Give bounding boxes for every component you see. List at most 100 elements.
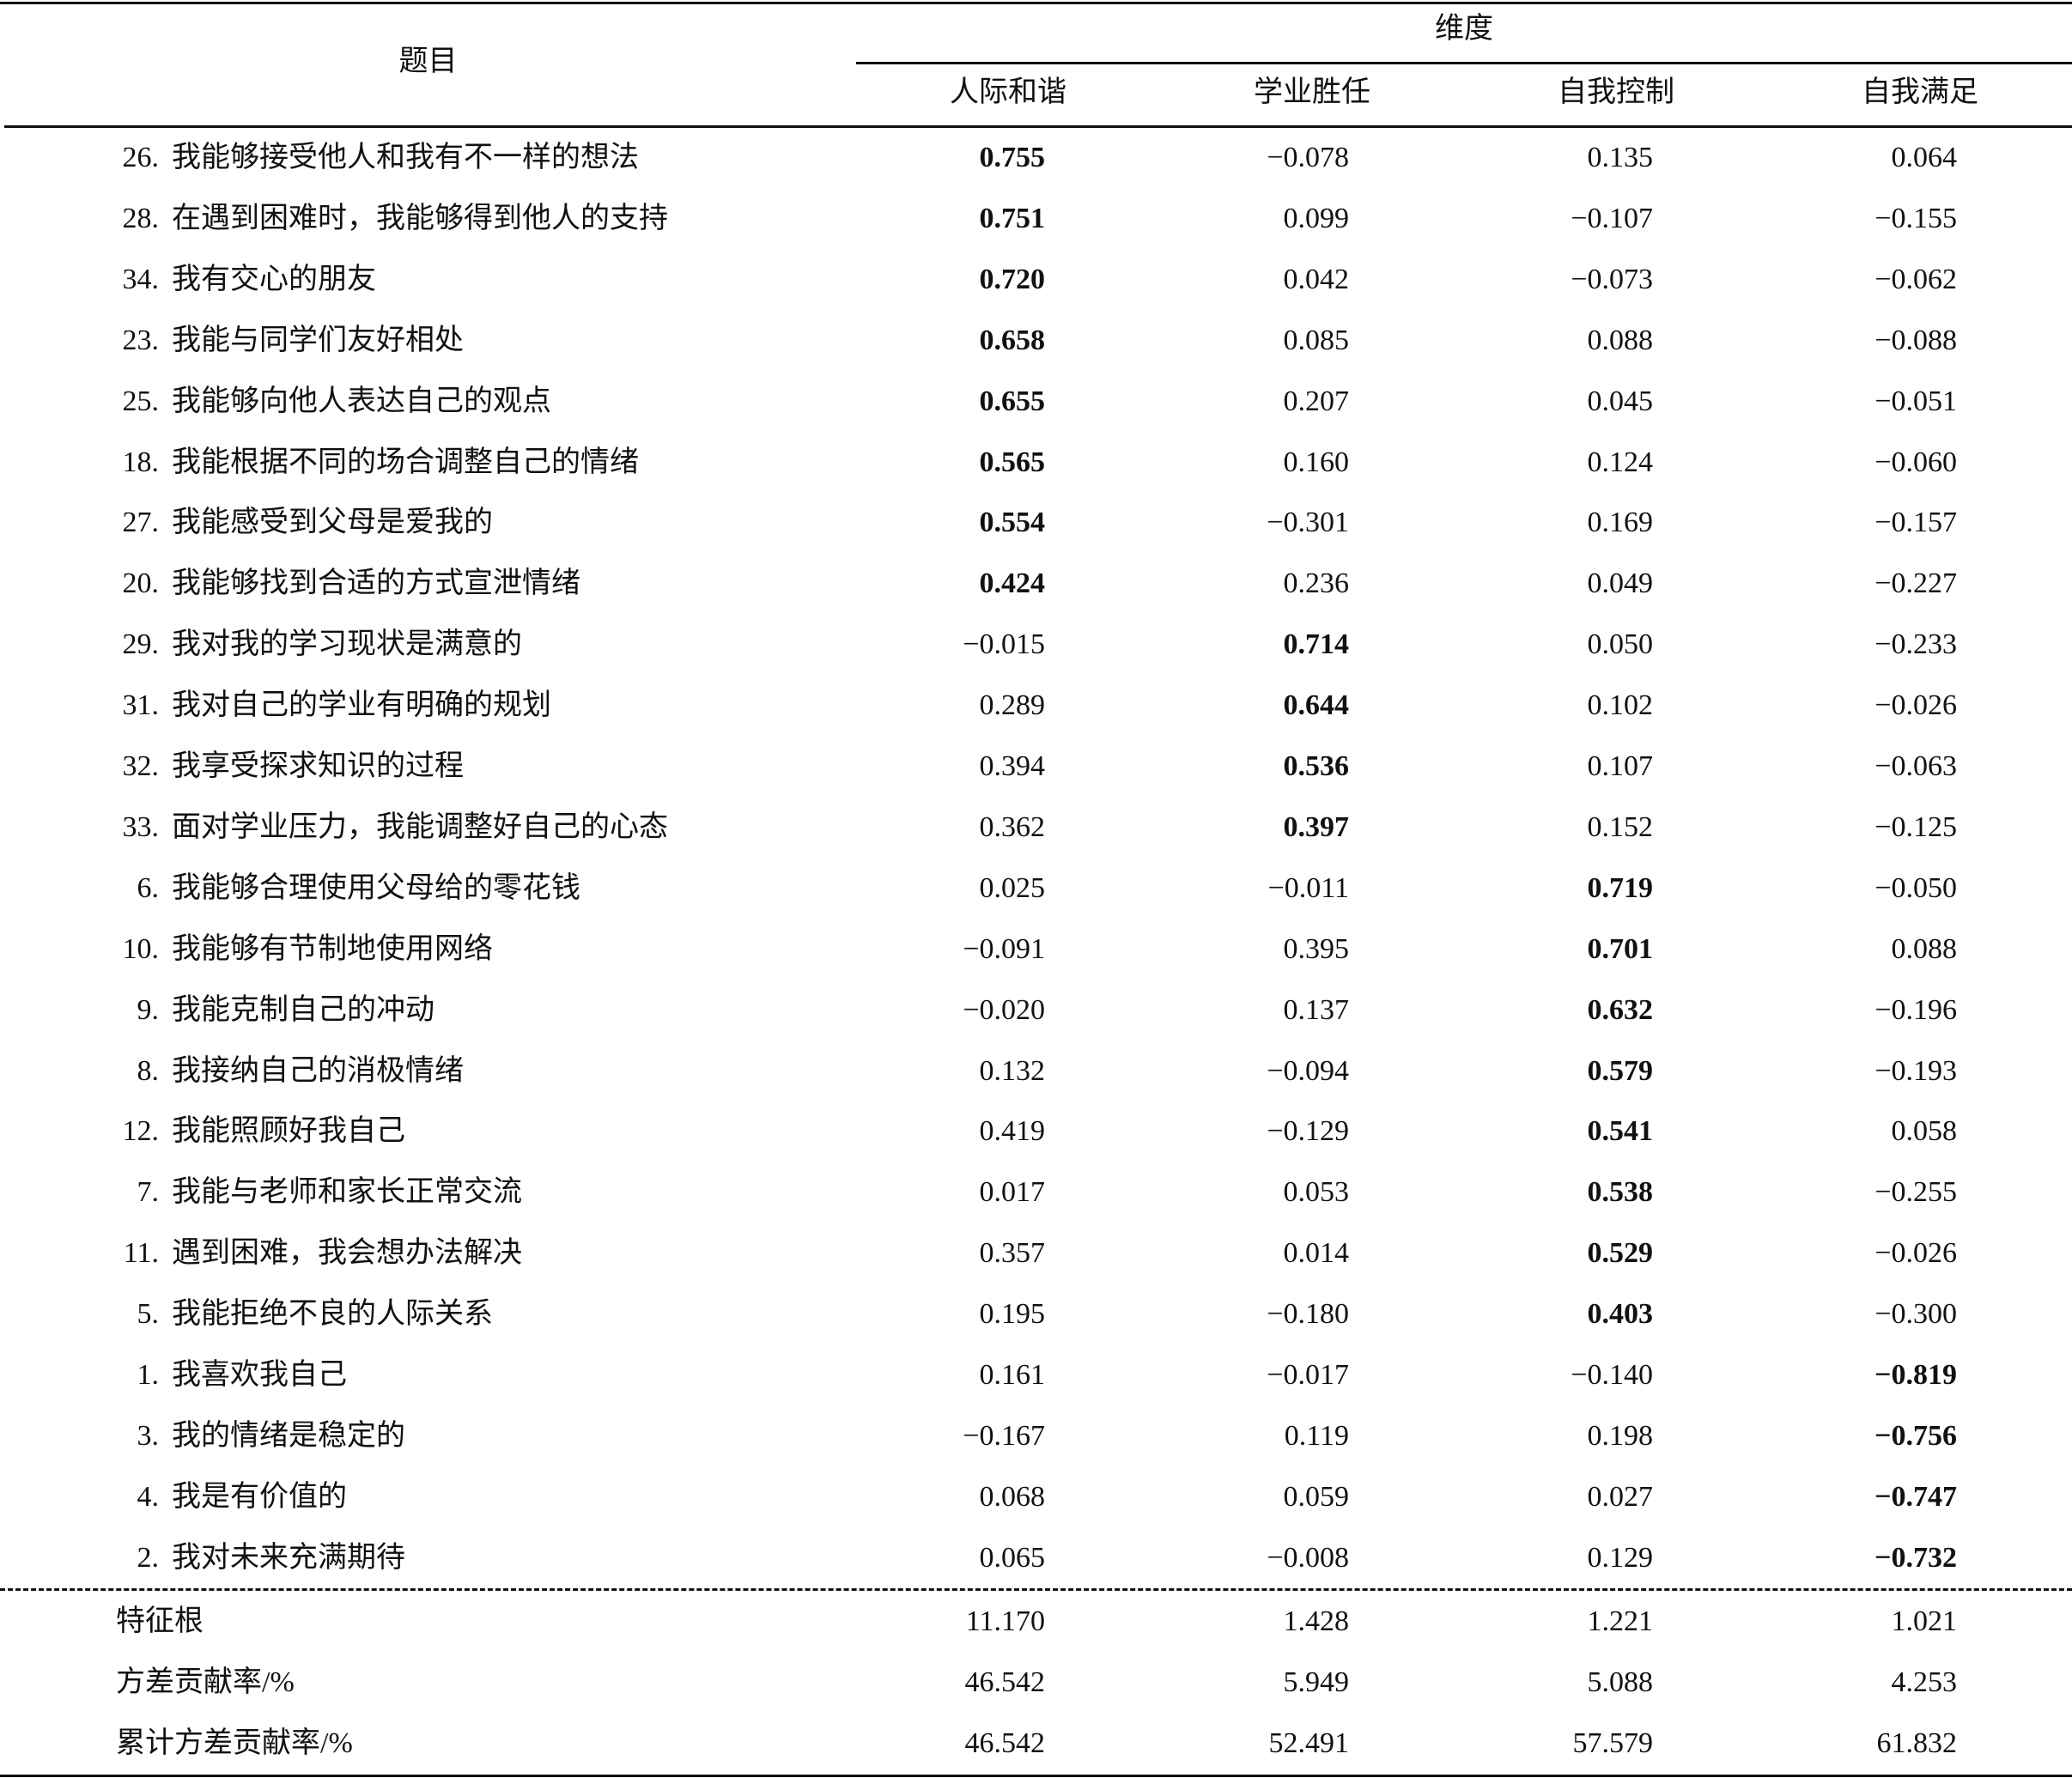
loading-value: −0.008 (1267, 1541, 1349, 1574)
loading-value: −0.301 (1267, 507, 1349, 539)
stat-value: 61.832 (1876, 1726, 1958, 1759)
loading-value: 0.394 (979, 750, 1046, 782)
loading-value: −0.063 (1875, 750, 1957, 782)
item-number: 7. (137, 1176, 160, 1209)
loading-value: −0.078 (1267, 142, 1349, 173)
loading-value: 0.161 (979, 1359, 1046, 1391)
loading-value: −0.107 (1571, 202, 1653, 234)
loading-value: 0.107 (1587, 750, 1654, 782)
item-text: 我对自己的学业有明确的规划 (172, 689, 551, 722)
loading-value: 0.632 (1587, 993, 1654, 1026)
item-text: 我能够有节制地使用网络 (172, 932, 493, 965)
loading-value: 0.102 (1587, 689, 1654, 722)
table-row: 10. 我能够有节制地使用网络 −0.091 0.395 0.701 0.088 (0, 919, 2072, 980)
item-text: 我能根据不同的场合调整自己的情绪 (172, 446, 639, 478)
loading-value: 0.395 (1283, 932, 1350, 965)
dashed-separator (0, 1588, 2072, 1591)
loading-value: −0.300 (1875, 1298, 1957, 1331)
loading-value: 0.160 (1283, 446, 1350, 478)
loading-value: −0.125 (1875, 810, 1957, 843)
loading-value: −0.193 (1875, 1054, 1957, 1087)
item-text: 我能拒绝不良的人际关系 (172, 1298, 493, 1331)
loading-value: 0.538 (1587, 1176, 1654, 1209)
item-number: 25. (122, 385, 160, 417)
table-row: 3. 我的情绪是稳定的 −0.167 0.119 0.198 −0.756 (0, 1405, 2072, 1466)
item-number: 6. (137, 871, 160, 904)
loading-value: −0.732 (1875, 1541, 1957, 1574)
header-rule (4, 125, 2072, 128)
loading-value: −0.227 (1875, 567, 1957, 600)
loading-value: −0.180 (1267, 1298, 1349, 1331)
loading-value: 0.119 (1284, 1419, 1349, 1452)
loading-value: 0.099 (1283, 202, 1350, 234)
loading-value: 0.536 (1283, 750, 1350, 782)
loading-value: 0.014 (1283, 1237, 1350, 1270)
table-row: 2. 我对未来充满期待 0.065 −0.008 0.129 −0.732 (0, 1527, 2072, 1588)
item-number: 9. (137, 993, 160, 1026)
loading-value: 0.065 (979, 1541, 1046, 1574)
loading-value: 0.137 (1283, 993, 1350, 1026)
stat-value: 46.542 (964, 1726, 1046, 1759)
loading-value: 0.207 (1283, 385, 1350, 417)
item-text: 我能与同学们友好相处 (172, 324, 464, 356)
item-text: 我有交心的朋友 (172, 263, 376, 295)
loading-value: 0.655 (979, 385, 1046, 417)
loading-value: 0.403 (1587, 1298, 1654, 1331)
stat-value: 57.579 (1572, 1726, 1654, 1759)
loading-value: 0.169 (1587, 507, 1654, 539)
item-number: 5. (137, 1298, 160, 1331)
item-text: 我能照顾好我自己 (172, 1115, 405, 1148)
loading-value: 0.059 (1283, 1480, 1350, 1513)
item-number: 2. (137, 1541, 160, 1574)
loading-value: −0.819 (1875, 1359, 1957, 1391)
item-text: 我对未来充满期待 (172, 1541, 405, 1574)
table-row: 26. 我能够接受他人和我有不一样的想法 0.755 −0.078 0.135 0.064 (0, 127, 2072, 188)
table-row: 32. 我享受探求知识的过程 0.394 0.536 0.107 −0.063 (0, 736, 2072, 797)
loading-value: 0.025 (979, 871, 1046, 904)
loading-value: 0.755 (979, 142, 1046, 173)
loading-value: 0.541 (1587, 1115, 1654, 1148)
item-number: 32. (122, 750, 160, 782)
loading-value: 0.049 (1587, 567, 1654, 600)
table-row: 25. 我能够向他人表达自己的观点 0.655 0.207 0.045 −0.051 (0, 371, 2072, 432)
table-row: 9. 我能克制自己的冲动 −0.020 0.137 0.632 −0.196 (0, 980, 2072, 1041)
stat-row: 累计方差贡献率/% 46.542 52.491 57.579 61.832 (0, 1713, 2072, 1774)
table-row: 31. 我对自己的学业有明确的规划 0.289 0.644 0.102 −0.026 (0, 675, 2072, 736)
loading-value: 0.357 (979, 1237, 1046, 1270)
item-text: 我的情绪是稳定的 (172, 1419, 405, 1452)
loading-value: 0.565 (979, 446, 1046, 478)
loading-value: 0.124 (1587, 446, 1654, 478)
stat-value: 5.088 (1587, 1666, 1654, 1698)
loading-value: −0.155 (1875, 202, 1957, 234)
stat-value: 5.949 (1283, 1666, 1350, 1698)
item-number: 3. (137, 1419, 160, 1452)
table-row: 7. 我能与老师和家长正常交流 0.017 0.053 0.538 −0.255 (0, 1162, 2072, 1223)
table-row: 23. 我能与同学们友好相处 0.658 0.085 0.088 −0.088 (0, 310, 2072, 371)
item-text: 我能够接受他人和我有不一样的想法 (172, 142, 639, 173)
item-number: 1. (137, 1359, 160, 1391)
table-row: 11. 遇到困难，我会想办法解决 0.357 0.014 0.529 −0.026 (0, 1223, 2072, 1283)
loading-value: 0.058 (1891, 1115, 1958, 1148)
loading-value: 0.720 (979, 263, 1046, 295)
loading-value: 0.719 (1587, 871, 1654, 904)
loading-value: −0.026 (1875, 689, 1957, 722)
table-row: 12. 我能照顾好我自己 0.419 −0.129 0.541 0.058 (0, 1101, 2072, 1162)
item-number: 20. (122, 567, 160, 600)
loading-value: −0.051 (1875, 385, 1957, 417)
item-number: 26. (122, 142, 160, 173)
item-number: 11. (123, 1237, 159, 1270)
group-rule (856, 62, 2072, 64)
loading-value: 0.714 (1283, 628, 1350, 661)
item-text: 我能够找到合适的方式宣泄情绪 (172, 567, 580, 600)
item-number: 8. (137, 1054, 160, 1087)
loading-value: 0.064 (1891, 142, 1958, 173)
stat-row: 特征根 11.170 1.428 1.221 1.021 (0, 1591, 2072, 1652)
item-text: 我是有价值的 (172, 1480, 347, 1513)
table-row: 8. 我接纳自己的消极情绪 0.132 −0.094 0.579 −0.193 (0, 1041, 2072, 1101)
loading-value: 0.027 (1587, 1480, 1654, 1513)
loading-value: −0.091 (963, 932, 1045, 965)
loading-value: −0.015 (963, 628, 1045, 661)
loading-value: −0.062 (1875, 263, 1957, 295)
table-row: 34. 我有交心的朋友 0.720 0.042 −0.073 −0.062 (0, 249, 2072, 310)
loading-value: −0.060 (1875, 446, 1957, 478)
